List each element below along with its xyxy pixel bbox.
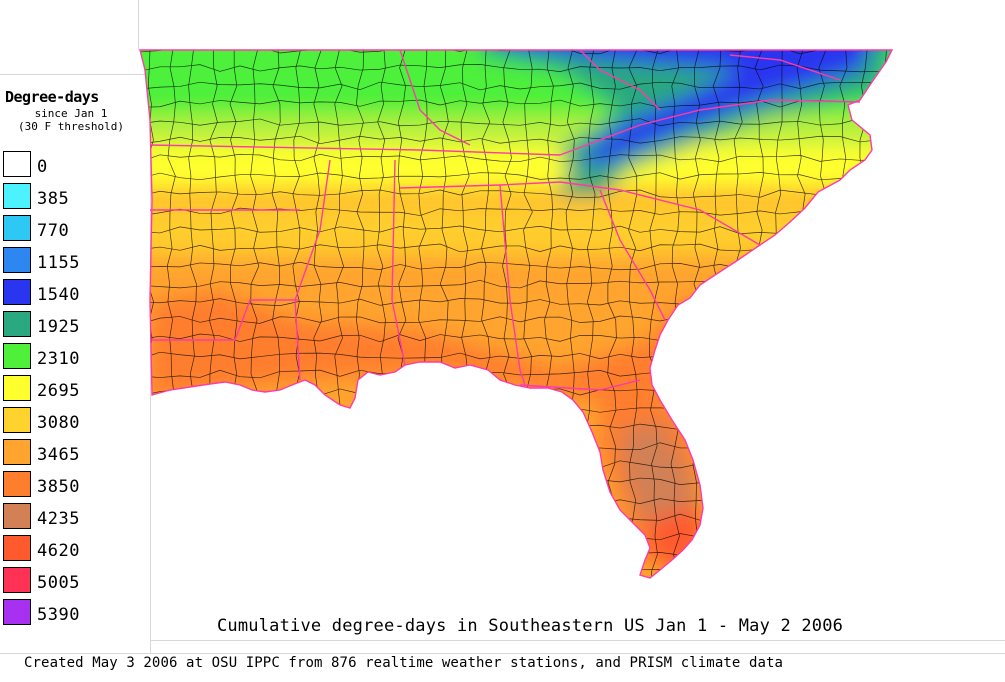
- legend-item: 2695: [3, 375, 148, 403]
- legend-item: 4235: [3, 503, 148, 531]
- frame-line-bottom: [150, 640, 1005, 641]
- legend-value: 1925: [37, 317, 80, 337]
- legend-item: 5005: [3, 567, 148, 595]
- legend-item: 4620: [3, 535, 148, 563]
- legend-value: 3850: [37, 477, 80, 497]
- frame-line-bottom-2: [0, 653, 1005, 654]
- degree-days-map: [139, 49, 893, 579]
- legend-title: Degree-days: [5, 88, 99, 106]
- legend-value: 1540: [37, 285, 80, 305]
- legend-swatch: [3, 183, 31, 209]
- legend-subtitle-2: (30 F threshold): [18, 120, 124, 133]
- legend-item: 1155: [3, 247, 148, 275]
- legend-item: 3080: [3, 407, 148, 435]
- legend-item: 2310: [3, 343, 148, 371]
- legend-value: 3465: [37, 445, 80, 465]
- legend-item: 5390: [3, 599, 148, 627]
- legend-swatch: [3, 279, 31, 305]
- legend-item: 3850: [3, 471, 148, 499]
- legend-value: 385: [37, 189, 70, 209]
- legend-value: 5005: [37, 573, 80, 593]
- legend-swatch: [3, 375, 31, 401]
- legend-swatch: [3, 247, 31, 273]
- legend-swatch: [3, 535, 31, 561]
- legend-value: 4620: [37, 541, 80, 561]
- frame-line-legend-top: [0, 74, 150, 75]
- legend-swatch: [3, 407, 31, 433]
- map-title: Cumulative degree-days in Southeastern U…: [217, 616, 844, 636]
- legend-item: 3465: [3, 439, 148, 467]
- legend-swatch: [3, 343, 31, 369]
- legend-swatch: [3, 215, 31, 241]
- legend-swatch: [3, 151, 31, 177]
- legend-item: 1540: [3, 279, 148, 307]
- legend-value: 1155: [37, 253, 80, 273]
- legend-swatch: [3, 471, 31, 497]
- frame-line-top-divider: [138, 0, 139, 50]
- legend-item: 0: [3, 151, 148, 179]
- legend-item: 770: [3, 215, 148, 243]
- degree-days-fill: [140, 50, 892, 578]
- legend-swatch: [3, 439, 31, 465]
- legend-item: 1925: [3, 311, 148, 339]
- state-boundaries: [139, 49, 893, 579]
- legend-value: 2310: [37, 349, 80, 369]
- legend: Degree-days since Jan 1 (30 F threshold)…: [0, 74, 150, 654]
- legend-value: 4235: [37, 509, 80, 529]
- legend-swatch: [3, 567, 31, 593]
- frame-line-legend-right: [150, 74, 151, 654]
- legend-value: 770: [37, 221, 70, 241]
- legend-swatch: [3, 503, 31, 529]
- legend-value: 3080: [37, 413, 80, 433]
- legend-subtitle-1: since Jan 1: [34, 107, 108, 120]
- legend-value: 2695: [37, 381, 80, 401]
- legend-swatch: [3, 599, 31, 625]
- legend-value: 0: [37, 157, 48, 177]
- legend-swatch: [3, 311, 31, 337]
- legend-item: 385: [3, 183, 148, 211]
- legend-value: 5390: [37, 605, 80, 625]
- footer-credit: Created May 3 2006 at OSU IPPC from 876 …: [24, 655, 784, 671]
